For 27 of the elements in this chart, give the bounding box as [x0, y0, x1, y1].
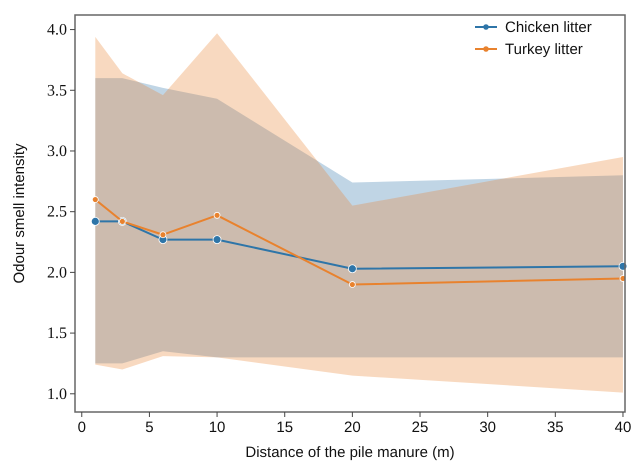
y-tick-label: 4.0: [47, 22, 67, 39]
y-tick-label: 3.0: [47, 142, 67, 160]
y-tick-label: 1.0: [47, 386, 67, 403]
y-tick-label: 2.5: [47, 204, 67, 221]
x-axis-title: Distance of the pile manure (m): [245, 444, 455, 461]
point: [90, 217, 100, 226]
point: [160, 231, 166, 238]
x-tick-label: 40: [614, 419, 632, 436]
point: [92, 196, 99, 203]
x-tick-label: 0: [78, 419, 86, 436]
point: [348, 264, 357, 274]
y-tick-label: 3.5: [47, 82, 67, 100]
y-tick-label: 1.5: [47, 325, 67, 342]
point: [212, 235, 222, 244]
x-tick-label: 15: [276, 419, 294, 436]
x-tick-label: 5: [145, 419, 154, 436]
x-tick-label: 25: [412, 419, 428, 436]
x-tick-label: 20: [344, 419, 361, 436]
x-tick-label: 35: [546, 419, 564, 436]
legend-label: Chicken litter: [505, 19, 592, 36]
x-tick-label: 30: [479, 419, 496, 436]
y-axis-title: Odour smell intensity: [11, 142, 28, 284]
legend-label: Turkey litter: [505, 41, 583, 58]
point: [348, 281, 356, 288]
y-tick-label: 2.0: [47, 264, 67, 282]
x-tick-label: 10: [208, 419, 226, 436]
point: [214, 212, 220, 219]
